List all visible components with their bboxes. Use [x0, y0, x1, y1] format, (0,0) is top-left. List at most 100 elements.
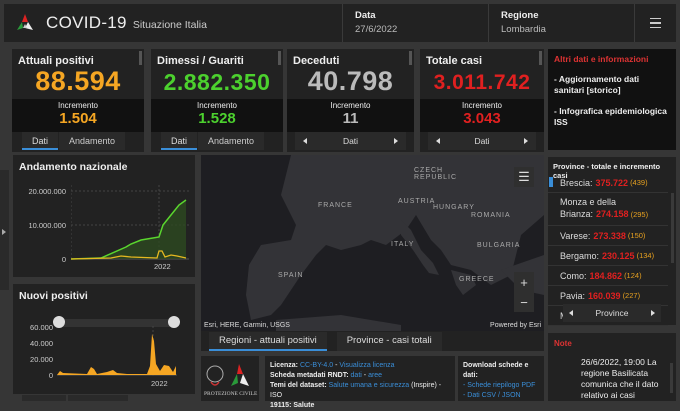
andamento-chart[interactable] [71, 185, 189, 267]
metadata-label: Scheda metadati RNDT: [270, 372, 349, 379]
x-tick: 2022 [154, 262, 171, 271]
map-label-italy: ITALY [391, 241, 415, 248]
increment-value: 1.504 [59, 110, 97, 127]
y-tick: 0 [61, 255, 66, 264]
emblem-logos-icon [206, 364, 249, 386]
date-selector[interactable]: Data 27/6/2022 [342, 4, 488, 42]
card-title: Dimessi / Guariti [157, 55, 244, 67]
y-tick: 20.000 [30, 355, 53, 364]
iso-label: 19115: Salute [270, 402, 315, 409]
legend-list-icon[interactable]: ☰ [514, 167, 534, 187]
map-label-greece: GREECE [459, 276, 495, 283]
card-value: 40.798 [307, 66, 394, 96]
province-row[interactable]: Varese: 273.338 (150) [548, 226, 668, 246]
y-tick: 10.000.000 [28, 221, 66, 230]
province-row[interactable]: Monza e della Brianza: 274.158 (295) [548, 193, 668, 226]
province-row[interactable]: Brescia: 375.722 (439) [548, 173, 668, 193]
scrollbar[interactable] [409, 51, 412, 65]
tab-province-casi-totali[interactable]: Province - casi totali [336, 332, 442, 351]
hamburger-menu-icon[interactable] [634, 4, 676, 42]
metadata-aree-link[interactable]: aree [368, 372, 383, 379]
card-value: 2.882.350 [163, 69, 271, 95]
note-panel: Note 26/6/2022, 19:00 La regione Basilic… [548, 333, 676, 401]
prev-arrow-icon[interactable] [436, 138, 440, 144]
card-title: Totale casi [426, 55, 483, 67]
prev-arrow-icon[interactable] [303, 138, 307, 144]
license-link[interactable]: CC-BY-4.0 [299, 362, 334, 369]
download-csv-link[interactable]: - Dati CSV / JSON [463, 392, 521, 399]
next-arrow-icon[interactable] [524, 138, 528, 144]
tab[interactable] [22, 395, 66, 401]
scrollbar[interactable] [670, 363, 673, 393]
scrollbar[interactable] [671, 193, 674, 263]
x-tick: 2022 [151, 379, 168, 388]
range-slider-handle-left[interactable] [53, 316, 65, 328]
nuovi-positivi-chart[interactable] [57, 326, 177, 378]
card-deceduti: Deceduti 40.798 Incremento 11 Dati [287, 49, 414, 152]
map-label-czech: CZECH REPUBLIC [414, 167, 458, 181]
province-name: Como: [560, 270, 587, 281]
download-pdf-link[interactable]: - Schede riepilogo PDF [463, 382, 536, 389]
license-panel: Licenza: CC-BY-4.0 - Visualizza licenza … [265, 356, 455, 409]
next-arrow-icon[interactable] [650, 310, 655, 316]
province-title: Province - totale e incremento casi [553, 162, 661, 180]
card-nav: Dati [428, 132, 536, 150]
increment-value: 3.043 [463, 110, 501, 127]
tab-dati[interactable]: Dati [161, 132, 197, 150]
note-text: 26/6/2022, 19:00 La regione Basilicata c… [581, 357, 659, 400]
info-panel: Altri dati e informazioni - Aggiornament… [548, 49, 676, 150]
themes-link[interactable]: Salute umana e sicurezza [328, 382, 410, 389]
province-increment: (227) [622, 291, 641, 300]
expand-arrow-icon[interactable] [2, 229, 6, 235]
download-panel: Download schede e dati: - Schede riepilo… [458, 356, 544, 401]
province-row[interactable]: Como: 184.862 (124) [548, 266, 668, 286]
tab-andamento[interactable]: Andamento [198, 132, 264, 150]
metadata-dati-link[interactable]: dati [350, 372, 362, 379]
province-row[interactable]: Bergamo: 230.125 (134) [548, 246, 668, 266]
info-link-aggiornamento[interactable]: - Aggiornamento dati sanitari [storico] [554, 74, 640, 95]
card-value: 88.594 [35, 66, 121, 96]
region-selector[interactable]: Regione Lombardia [488, 4, 634, 42]
map-attribution: Esri, HERE, Garmin, USGS [204, 322, 290, 329]
date-label: Data [355, 10, 376, 21]
card-dimessi-guariti: Dimessi / Guariti 2.882.350 Incremento 1… [151, 49, 283, 152]
scrollbar[interactable] [539, 51, 542, 65]
tab-regioni-attuali-positivi[interactable]: Regioni - attuali positivi [209, 332, 327, 351]
tab[interactable] [68, 395, 128, 401]
tab-dati[interactable]: Dati [22, 132, 58, 150]
province-name: Bergamo: [560, 250, 600, 261]
logo-caption: PROTEZIONE CIVILE [204, 391, 258, 397]
andamento-nazionale-panel: Andamento nazionale 20.000.000 10.000.00… [13, 155, 195, 277]
zoom-out-button[interactable]: − [514, 292, 534, 312]
increment-label: Incremento [330, 101, 371, 110]
license-label: Licenza: [270, 362, 299, 369]
range-slider-handle-right[interactable] [168, 316, 180, 328]
province-value: 375.722 [595, 177, 629, 188]
province-name: Pavia: [560, 290, 586, 301]
province-row[interactable]: Pavia: 160.039 (227) [548, 286, 668, 306]
province-increment: (124) [624, 271, 642, 280]
province-value: 160.039 [588, 290, 621, 301]
date-value: 27/6/2022 [355, 24, 398, 35]
card-attuali-positivi: Attuali positivi 88.594 Incremento 1.504… [12, 49, 144, 152]
range-slider-track[interactable] [59, 319, 175, 327]
selected-indicator [549, 177, 553, 187]
province-name: Brescia: [560, 177, 593, 188]
y-tick: 20.000.000 [28, 187, 66, 196]
map-tabs: Regioni - attuali positivi Province - ca… [201, 331, 544, 351]
tab-andamento[interactable]: Andamento [59, 132, 125, 150]
view-license-link[interactable]: Visualizza licenza [339, 362, 395, 369]
info-link-infografica[interactable]: - Infografica epidemiologica ISS [554, 106, 667, 127]
logos-panel: PROTEZIONE CIVILE [201, 356, 259, 401]
map-view[interactable]: CZECH REPUBLIC AUSTRIA HUNGARY FRANCE ROM… [201, 155, 544, 331]
prev-arrow-icon[interactable] [569, 310, 573, 316]
increment-label: Incremento [57, 101, 99, 110]
increment-box: Incremento 11 [287, 99, 414, 132]
next-arrow-icon[interactable] [394, 138, 398, 144]
scrollbar[interactable] [278, 51, 281, 65]
scrollbar[interactable] [139, 51, 142, 65]
province-value: 274.158 [596, 209, 629, 219]
zoom-in-button[interactable]: + [514, 272, 534, 292]
powered-by-esri[interactable]: Powered by Esri [490, 322, 541, 329]
download-heading: Download schede e dati: [463, 362, 529, 379]
